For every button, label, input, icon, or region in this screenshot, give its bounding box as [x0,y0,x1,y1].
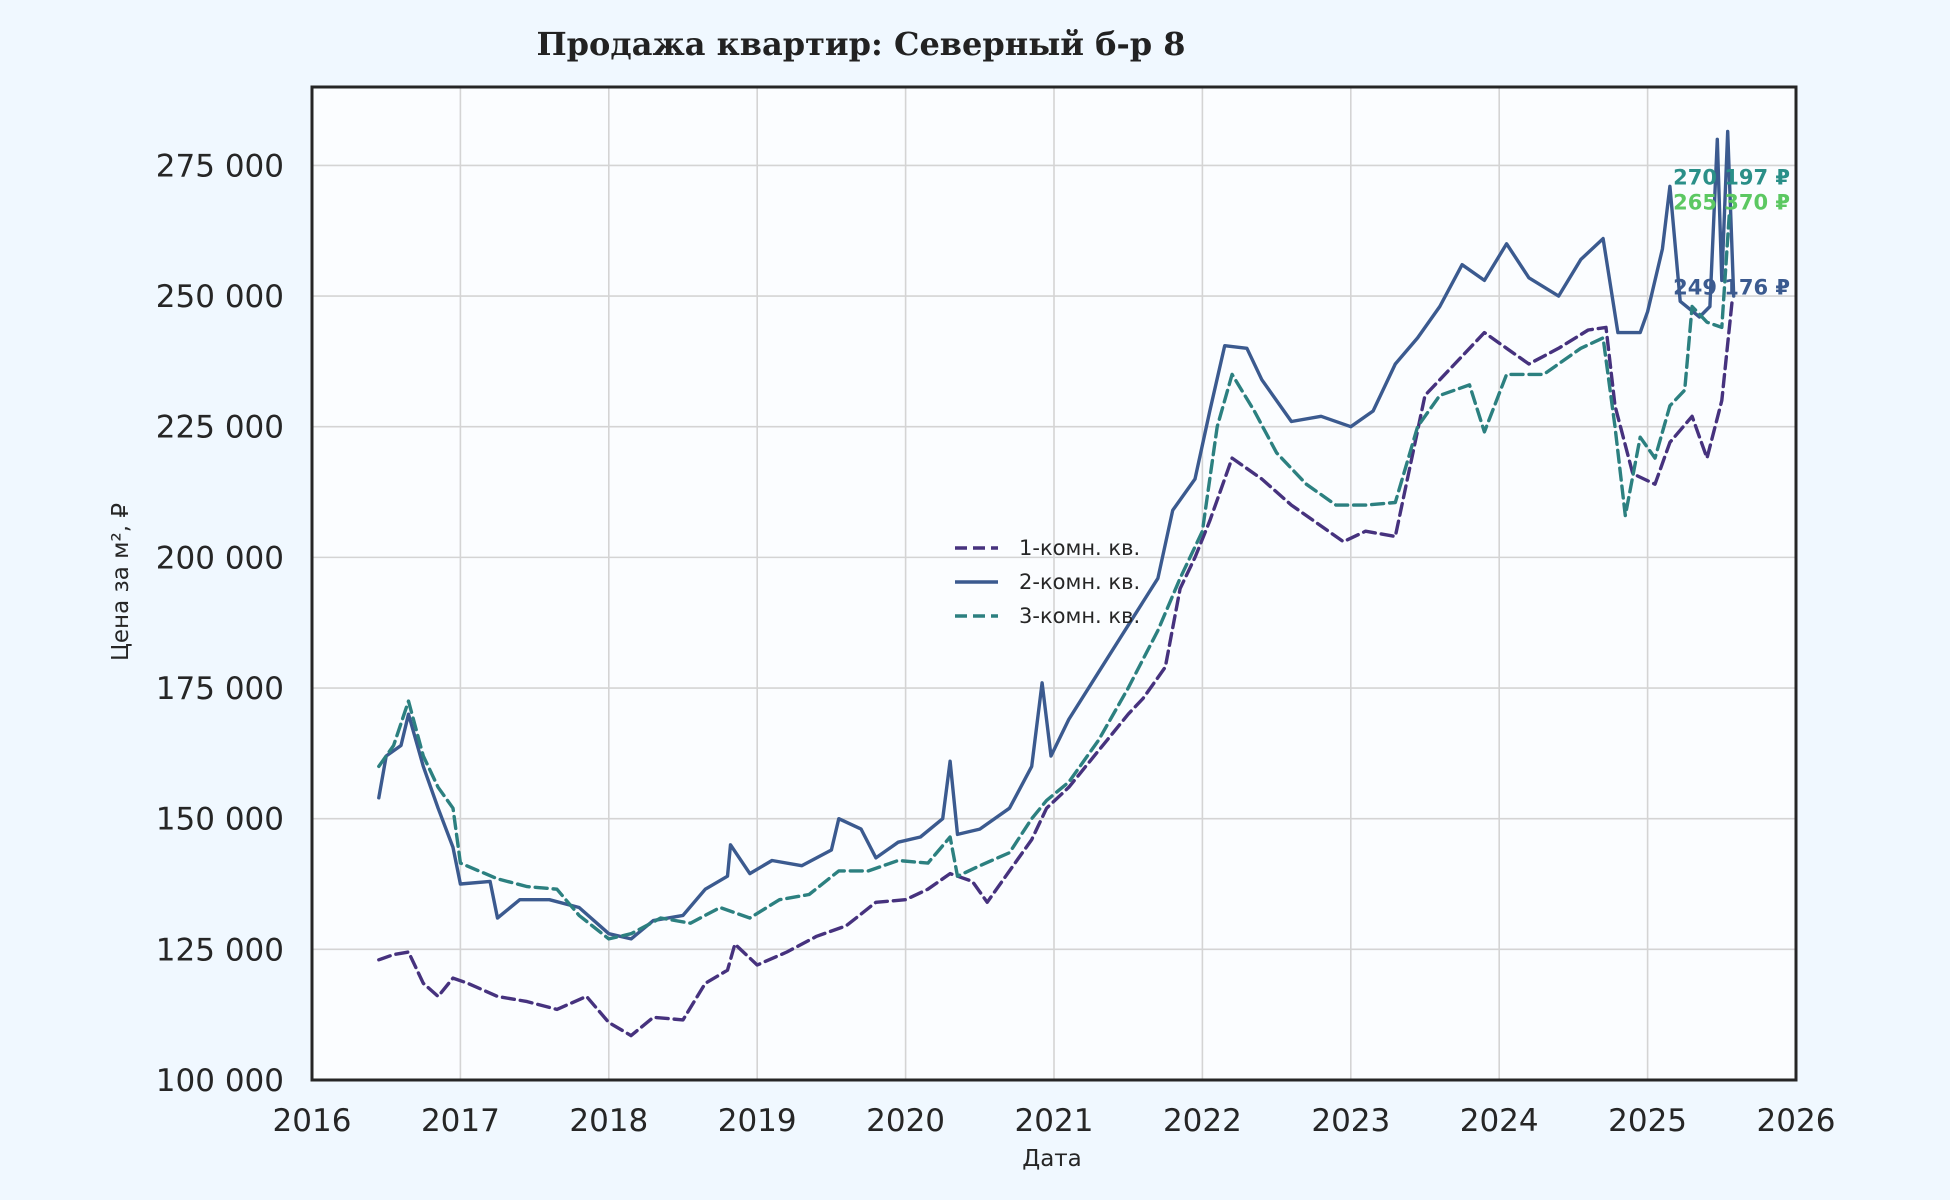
x-axis-label: Дата [1022,1146,1082,1172]
y-tick-label: 100 000 [156,1063,284,1099]
x-tick-label: 2023 [1311,1103,1390,1139]
end-value-label: 270 197 ₽ [1673,165,1790,189]
x-tick-label: 2020 [866,1103,945,1139]
y-tick-label: 275 000 [156,148,284,184]
plot-frame [310,85,1798,1082]
chart-title: Продажа квартир: Северный б-р 8 [536,25,1185,63]
x-tick-label: 2016 [273,1103,352,1139]
legend-label: 1-комн. кв. [1019,536,1140,560]
x-tick-label: 2018 [569,1103,648,1139]
series-line-2 [377,129,1736,941]
y-tick-label: 150 000 [156,802,284,838]
y-tick-label: 200 000 [156,540,284,576]
legend-label: 2-комн. кв. [1019,570,1140,594]
y-tick-label: 125 000 [156,932,284,968]
legend-label: 3-комн. кв. [1019,604,1140,628]
x-tick-label: 2024 [1460,1103,1539,1139]
plot-area: 2016 2017 2018 2019 2020 2021 2022 2023 2024 2025… [156,85,1836,1139]
x-tick-label: 2017 [421,1103,500,1139]
end-value-label: 265 370 ₽ [1673,191,1790,215]
legend: 1-комн. кв. 2-комн. кв. 3-комн. кв. [955,536,1140,628]
x-tick-label: 2025 [1608,1103,1687,1139]
series-line-3 [377,214,1731,941]
y-axis-label: Цена за м², ₽ [108,503,134,661]
y-tick-label: 175 000 [156,671,284,707]
x-tick-label: 2022 [1163,1103,1242,1139]
x-tick-label: 2021 [1015,1103,1094,1139]
end-value-label: 249 176 ₽ [1673,275,1790,299]
x-tick-label: 2026 [1757,1103,1836,1139]
y-tick-label: 250 000 [156,279,284,315]
x-tick-label: 2019 [718,1103,797,1139]
y-tick-label: 225 000 [156,410,284,446]
series-line-1 [377,298,1734,1038]
